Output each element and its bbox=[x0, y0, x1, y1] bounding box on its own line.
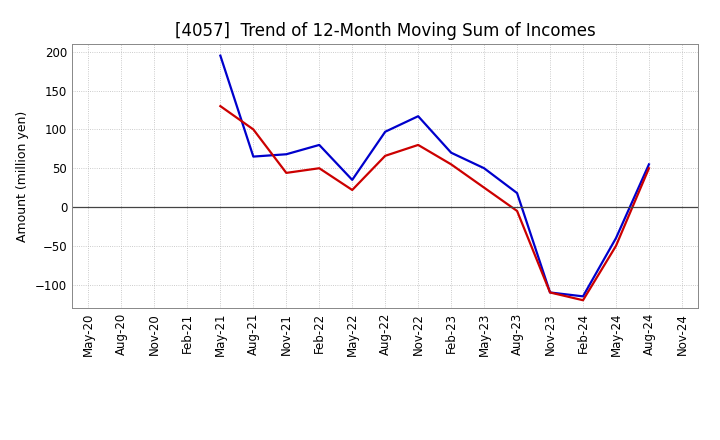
Ordinary Income bbox=[546, 290, 554, 295]
Ordinary Income bbox=[447, 150, 456, 155]
Ordinary Income bbox=[513, 191, 521, 196]
Net Income bbox=[612, 243, 621, 249]
Net Income bbox=[513, 208, 521, 213]
Net Income bbox=[414, 142, 423, 147]
Net Income bbox=[447, 162, 456, 167]
Net Income bbox=[480, 185, 488, 190]
Net Income bbox=[249, 127, 258, 132]
Y-axis label: Amount (million yen): Amount (million yen) bbox=[17, 110, 30, 242]
Line: Net Income: Net Income bbox=[220, 106, 649, 300]
Ordinary Income bbox=[644, 162, 653, 167]
Net Income bbox=[348, 187, 356, 193]
Ordinary Income bbox=[216, 53, 225, 58]
Ordinary Income bbox=[480, 165, 488, 171]
Net Income bbox=[644, 165, 653, 171]
Net Income bbox=[315, 165, 323, 171]
Net Income bbox=[579, 297, 588, 303]
Ordinary Income bbox=[348, 177, 356, 183]
Net Income bbox=[282, 170, 291, 176]
Line: Ordinary Income: Ordinary Income bbox=[220, 55, 649, 297]
Net Income bbox=[216, 103, 225, 109]
Ordinary Income bbox=[315, 142, 323, 147]
Ordinary Income bbox=[414, 114, 423, 119]
Ordinary Income bbox=[282, 152, 291, 157]
Ordinary Income bbox=[612, 235, 621, 241]
Title: [4057]  Trend of 12-Month Moving Sum of Incomes: [4057] Trend of 12-Month Moving Sum of I… bbox=[175, 22, 595, 40]
Ordinary Income bbox=[579, 294, 588, 299]
Net Income bbox=[546, 290, 554, 295]
Ordinary Income bbox=[381, 129, 390, 134]
Ordinary Income bbox=[249, 154, 258, 159]
Net Income bbox=[381, 153, 390, 158]
